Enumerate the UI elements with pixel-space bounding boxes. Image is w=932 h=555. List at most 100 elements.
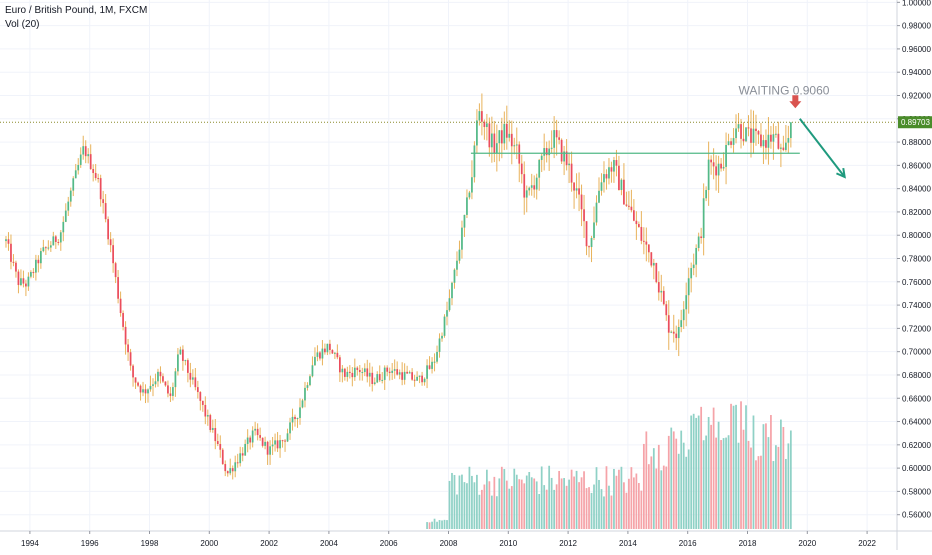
candle-body: [249, 437, 252, 443]
candle-body: [177, 354, 179, 372]
candle-body: [603, 174, 605, 183]
volume-bar: [757, 456, 760, 529]
candle-body: [737, 124, 740, 129]
volume-bar: [578, 482, 580, 529]
candle-body: [787, 138, 790, 143]
volume-bar: [700, 406, 703, 529]
candle-body: [610, 167, 613, 172]
candle-body: [784, 142, 787, 150]
candle-body: [329, 343, 331, 350]
candle-body: [72, 178, 75, 191]
candle-body: [461, 227, 463, 250]
candle-body: [241, 453, 244, 456]
candle-body: [32, 272, 35, 274]
candle-body: [309, 376, 311, 386]
y-tick-label: 0.94000: [902, 68, 931, 77]
candle-body: [535, 177, 538, 190]
grid-lines: [0, 0, 897, 531]
volume-bar: [580, 477, 583, 529]
candle-body: [331, 349, 334, 354]
candle-body: [657, 282, 660, 293]
x-tick-label: 2000: [200, 539, 218, 548]
volume-bar: [747, 440, 750, 529]
volume-bar: [448, 480, 451, 529]
volume-bar: [498, 478, 501, 529]
candle-body: [373, 382, 376, 384]
candle-body: [321, 348, 324, 359]
candle-body: [640, 226, 643, 241]
candle-body: [363, 368, 366, 373]
candle-body: [418, 375, 421, 377]
volume-bar: [488, 481, 491, 529]
y-tick-label: 0.88000: [902, 138, 931, 147]
candle-body: [234, 462, 237, 472]
candle-body: [209, 415, 212, 431]
candle-body: [468, 192, 471, 198]
candle-body: [396, 369, 399, 375]
candle-body: [341, 368, 344, 373]
candle-body: [149, 385, 152, 390]
candle-body: [682, 309, 685, 321]
volume-bar: [717, 421, 720, 529]
candle-body: [89, 154, 92, 170]
volume-bar: [740, 401, 742, 529]
volume-bar: [780, 419, 782, 529]
volume-bar: [730, 403, 732, 529]
volume-bar: [647, 464, 650, 529]
volume-bar: [520, 479, 523, 529]
volume-bar: [523, 483, 526, 529]
candle-body: [558, 137, 561, 140]
candle-body: [184, 360, 187, 362]
candle-body: [186, 360, 189, 373]
candle-body: [356, 367, 359, 370]
candle-body: [69, 190, 72, 202]
volume-bar: [770, 415, 772, 529]
volume-bar: [750, 447, 752, 529]
candle-body: [224, 464, 227, 472]
candle-body: [398, 372, 401, 375]
candle-body: [548, 148, 551, 156]
candle-body: [411, 372, 413, 380]
candle-body: [705, 190, 708, 199]
candle-body: [777, 133, 780, 149]
candle-body: [122, 313, 124, 327]
volume-indicator-label: Vol (20): [5, 19, 40, 30]
candle-body: [239, 453, 242, 464]
volume-bar: [695, 417, 698, 529]
candle-body: [152, 384, 154, 386]
candle-body: [570, 163, 573, 183]
candle-body: [722, 166, 725, 169]
candle-body: [7, 239, 10, 244]
candle-body: [767, 134, 770, 148]
candle-body: [74, 170, 77, 179]
candle-body: [545, 148, 548, 156]
candle-body: [660, 290, 663, 293]
candle-body: [538, 159, 541, 178]
candle-body: [662, 290, 665, 305]
candle-body: [647, 244, 650, 253]
candle-body: [102, 199, 105, 204]
candle-body: [760, 134, 762, 147]
candle-body: [550, 147, 553, 149]
candle-body: [775, 133, 777, 135]
last-price-badge: [898, 116, 932, 129]
candle-body: [727, 141, 730, 146]
candle-body: [677, 327, 680, 339]
candle-body: [702, 198, 705, 239]
y-tick-label: 0.62000: [902, 441, 931, 450]
candle-body: [291, 416, 294, 423]
volume-bar: [715, 437, 717, 529]
volume-bar: [732, 405, 735, 529]
y-tick-label: 0.80000: [902, 231, 931, 240]
candle-body: [421, 375, 423, 383]
candle-body: [112, 245, 114, 264]
candle-body: [431, 361, 433, 369]
candle-body: [169, 393, 172, 396]
candle-body: [371, 372, 374, 384]
candle-body: [498, 130, 501, 144]
y-tick-label: 0.92000: [902, 91, 931, 100]
x-tick-label: 2002: [260, 539, 278, 548]
candle-body: [595, 202, 598, 223]
